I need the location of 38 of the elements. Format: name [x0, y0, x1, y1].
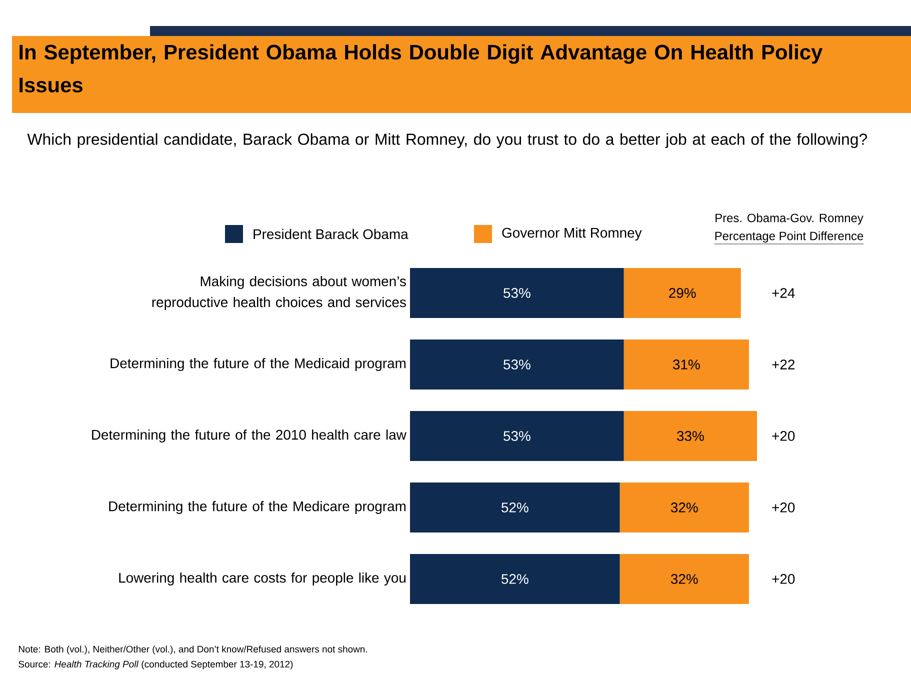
data-label: 31% — [672, 360, 700, 370]
text: Pres. Obama-Gov. Romney — [716, 213, 864, 225]
text: +20 — [772, 431, 795, 441]
bar — [410, 410, 624, 461]
y-tick-label: Making decisions about women’s reproductive health choices and services — [152, 276, 406, 310]
y-tick-label: Determining the future of the Medicare program — [109, 500, 406, 514]
data-label: 52% — [502, 574, 528, 584]
chart-subtitle: Which presidential candidate, Barack Obama or Mitt Romney, do you trust to do a better job at each of the following? — [27, 133, 868, 148]
data-label: 32% — [670, 574, 698, 584]
data-label: 33% — [677, 431, 704, 441]
data-label: 29% — [669, 288, 696, 298]
text: +22 — [772, 360, 794, 370]
data-label: 52% — [502, 502, 528, 512]
data-label: 53% — [504, 431, 530, 441]
data-label: 53% — [504, 360, 530, 370]
y-tick-label: Lowering health care costs for people like you — [119, 572, 406, 586]
bar — [624, 339, 749, 390]
data-label: 53% — [504, 288, 530, 298]
bar — [620, 482, 749, 532]
text: Note: Both (vol.), Neither/Other (vol.), and Don’t know/Refused answers not shown. — [18, 646, 367, 654]
text: +20 — [772, 502, 795, 512]
text: Percentage Point Difference — [715, 231, 864, 243]
text: +24 — [772, 288, 795, 298]
y-tick-label: Determining the future of the Medicaid program — [110, 358, 406, 371]
chart-title: In September, President Obama Holds Double Digit Advantage On Health Policy Issues — [20, 44, 823, 92]
bar — [410, 268, 624, 318]
bar — [624, 410, 758, 461]
data-label: 32% — [670, 502, 698, 512]
source-note: Source: Health Tracking Poll (conducted September 13-19, 2012) — [18, 660, 293, 670]
bar — [410, 554, 620, 604]
legend-label: Governor Mitt Romney — [502, 227, 642, 240]
text: +20 — [772, 574, 795, 584]
bar — [410, 482, 620, 532]
y-tick-label: Determining the future of the 2010 health care law — [92, 429, 406, 442]
bar — [620, 554, 749, 604]
bar — [624, 268, 741, 318]
legend-label: President Barack Obama — [254, 228, 408, 240]
bar — [410, 339, 624, 390]
